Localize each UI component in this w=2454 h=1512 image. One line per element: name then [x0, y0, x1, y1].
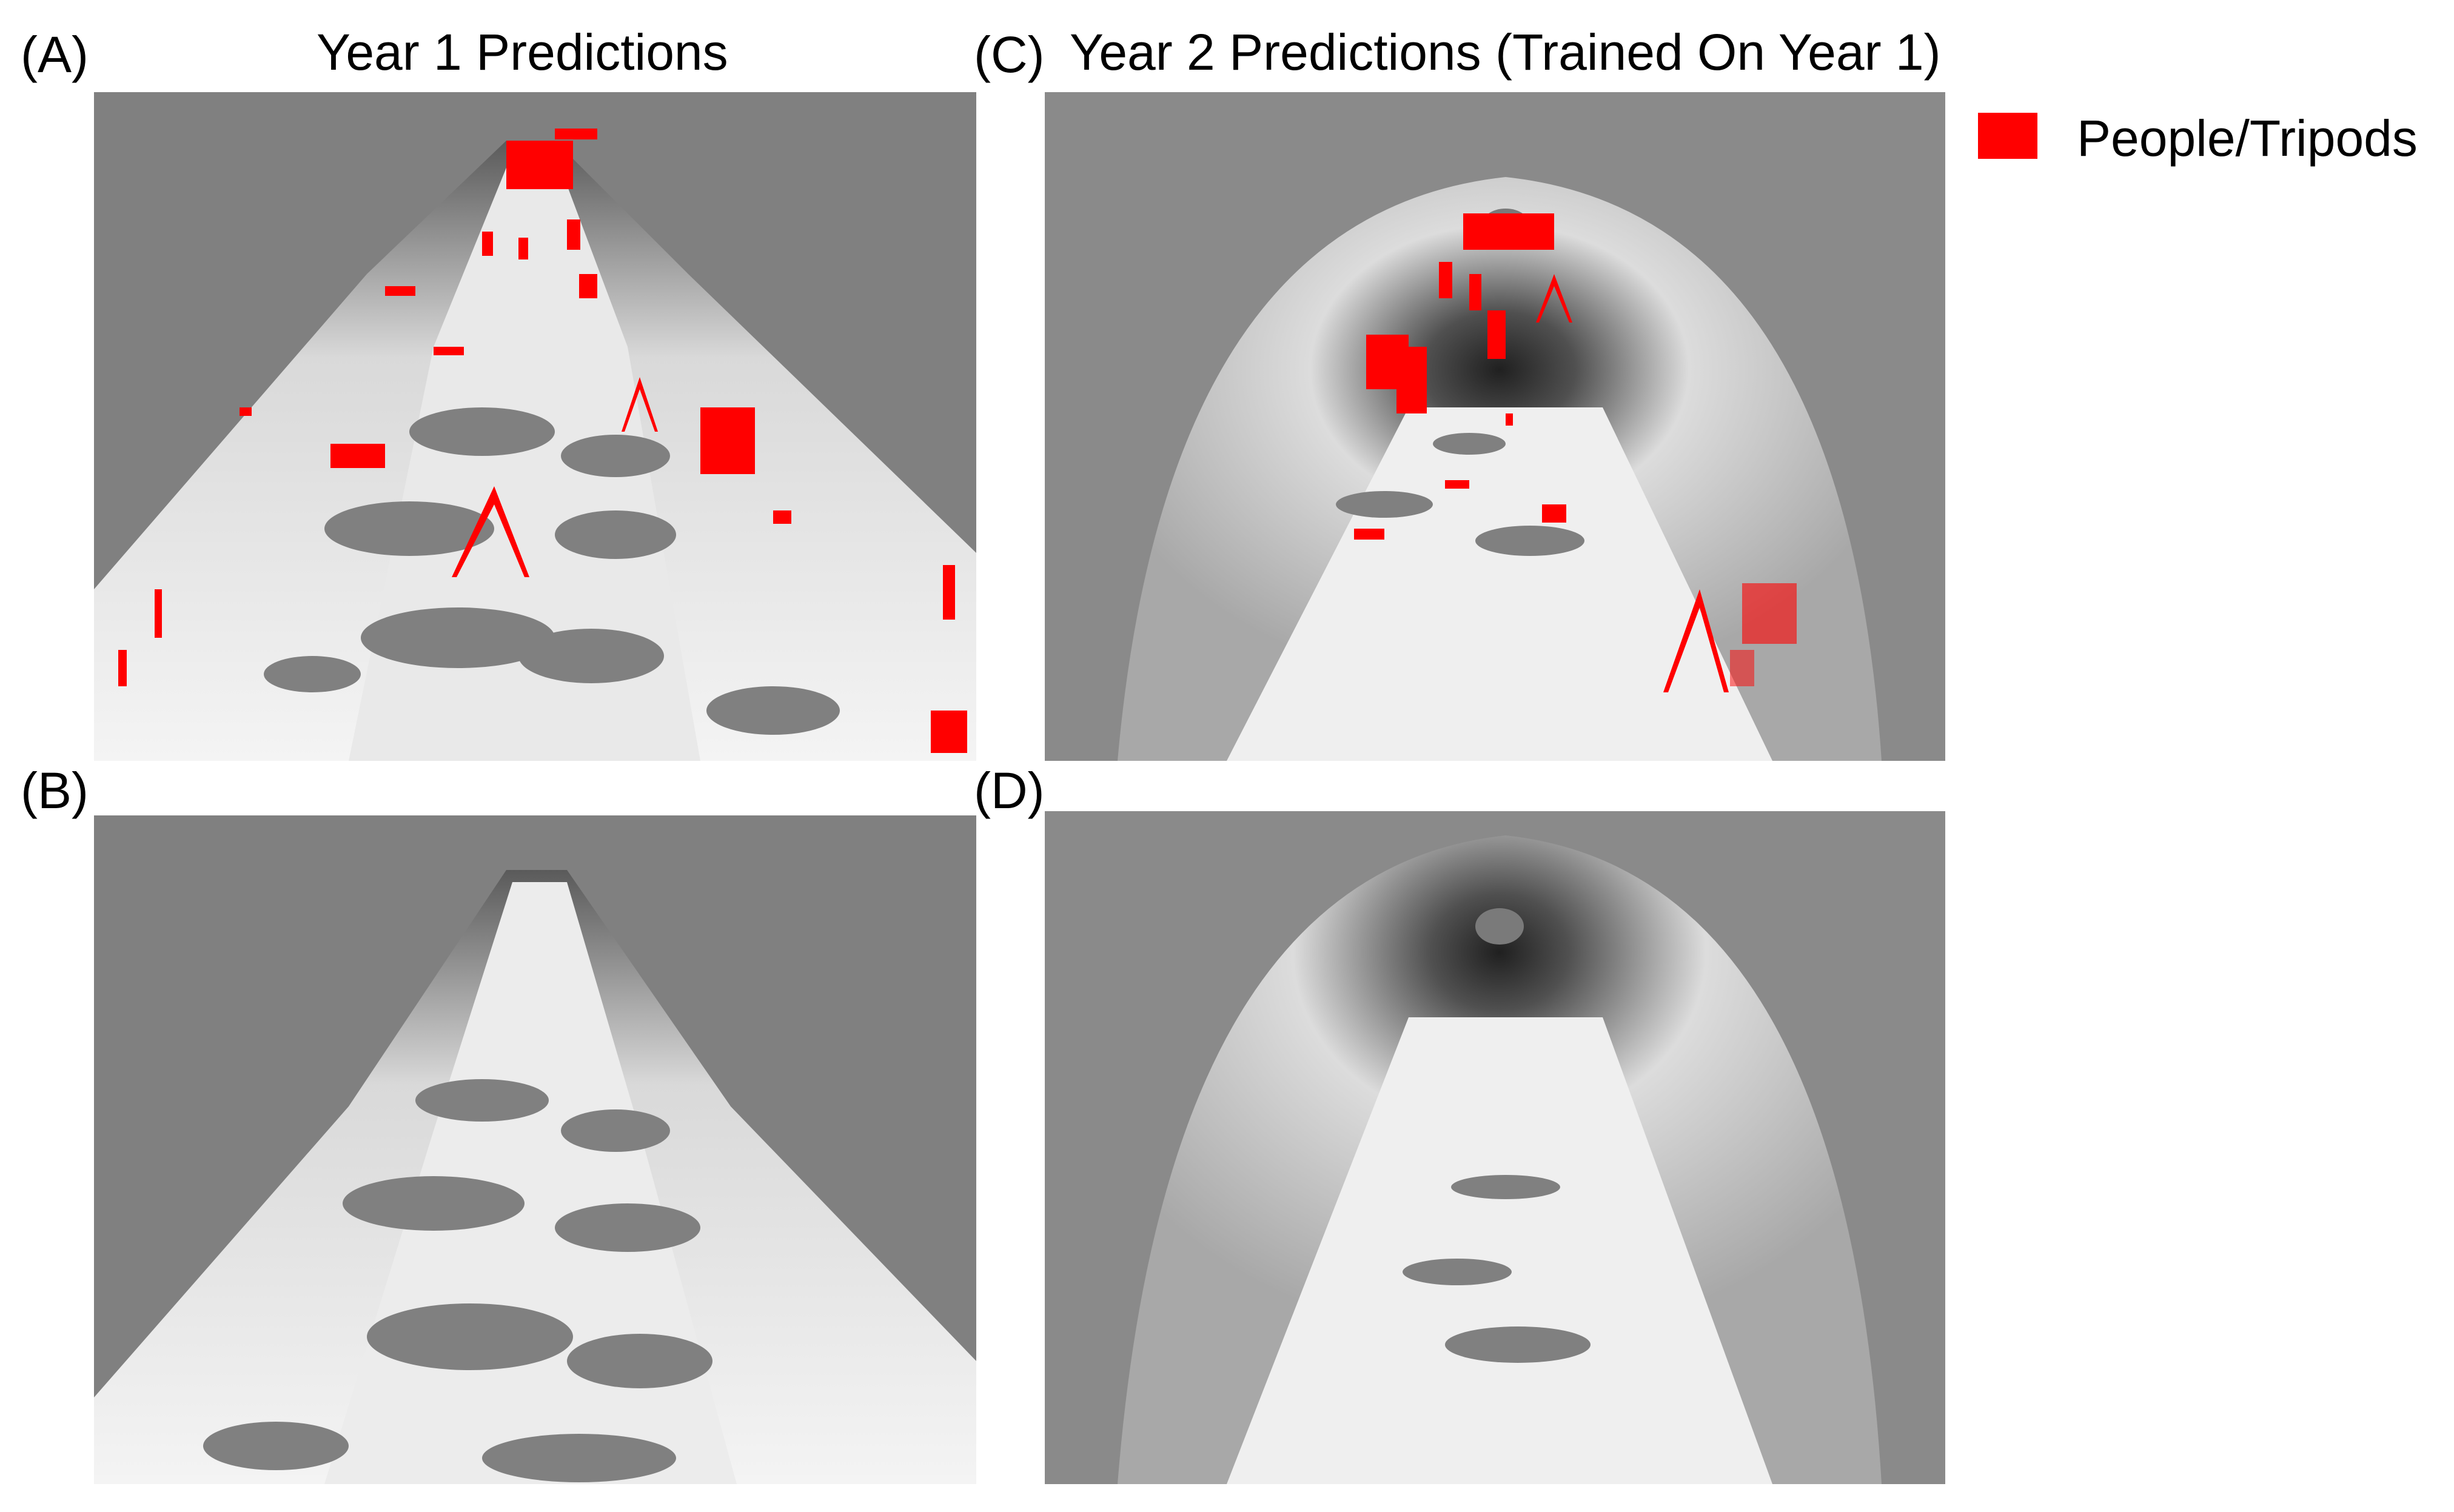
floor-holes — [1336, 433, 1584, 556]
tunnel-floor — [1227, 1017, 1772, 1484]
red-detections — [118, 129, 967, 753]
floor-holes — [203, 1079, 712, 1482]
panel-c-title: Year 2 Predictions (Trained On Year 1) — [1070, 24, 1941, 81]
panel-d-label: (D) — [974, 762, 1045, 819]
red-detections — [1354, 213, 1797, 692]
floor-holes — [1403, 1175, 1591, 1363]
legend-swatch — [1978, 113, 2037, 159]
legend-label: People/Tripods — [2077, 110, 2418, 167]
panel-b-image — [94, 815, 976, 1484]
panel-b-label: (B) — [21, 762, 89, 819]
panel-c-image — [1045, 92, 1945, 761]
panel-a-title: Year 1 Predictions — [317, 24, 728, 81]
panel-a-image — [94, 92, 976, 761]
panel-c-label: (C) — [974, 26, 1045, 83]
panel-d-image — [1045, 811, 1945, 1484]
panel-a-label: (A) — [21, 26, 89, 83]
floor-holes — [264, 407, 840, 735]
